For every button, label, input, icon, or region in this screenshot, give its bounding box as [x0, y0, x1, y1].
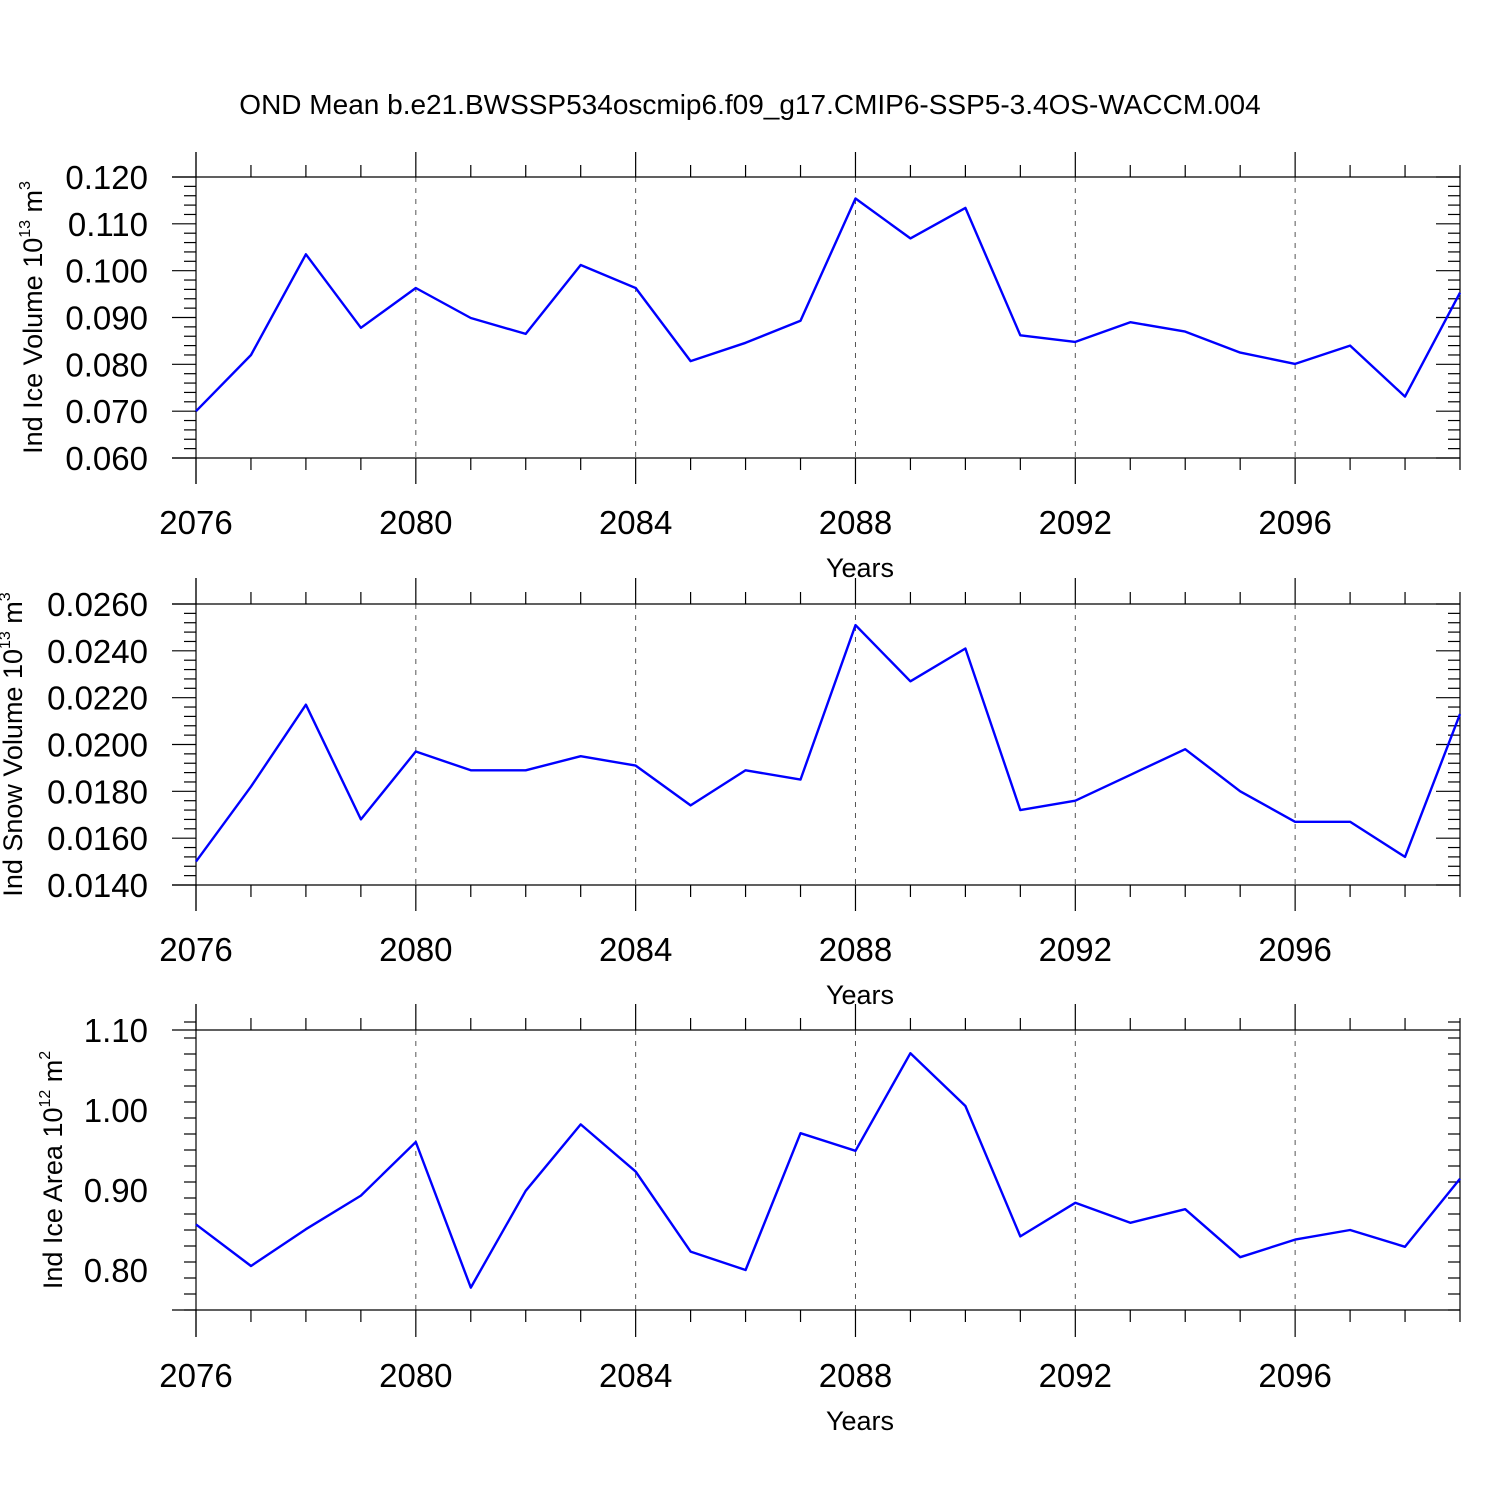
y-axis-label-exponent: 12: [37, 1090, 54, 1108]
x-tick-label: 2092: [1039, 1357, 1112, 1394]
figure-title: OND Mean b.e21.BWSSP534oscmip6.f09_g17.C…: [239, 89, 1260, 120]
y-axis-label-exponent: 13: [17, 220, 34, 238]
chart-panel-2: 2076 2080 2084 2088 2092 2096 0.0140 0.0160 0.01…: [0, 578, 1462, 1010]
x-tick-label: 2076: [159, 1357, 232, 1394]
x-tick-label: 2076: [159, 504, 232, 541]
x-tick-label: 2092: [1039, 931, 1112, 968]
x-tick-label: 2084: [599, 504, 672, 541]
y-tick-label: 0.0260: [47, 586, 148, 623]
x-tick-label: 2076: [159, 931, 232, 968]
series-line: [195, 197, 1462, 413]
y-axis-label-text: Ind Ice Volume 10: [18, 238, 48, 454]
y-tick-label: 0.110: [68, 206, 148, 243]
series-line: [195, 1051, 1461, 1289]
y-axis-label-unit: m: [18, 190, 48, 220]
y-tick-label: 0.0200: [47, 727, 148, 764]
y-tick-label: 0.0140: [47, 867, 148, 904]
y-tick-label: 0.070: [65, 393, 148, 430]
x-tick-label: 2092: [1039, 504, 1112, 541]
x-tick-label: 2084: [599, 1357, 672, 1394]
y-axis-label-unit-exponent: 3: [17, 181, 34, 190]
panels: 2076 2080 2084 2088 2092 2096 0.060 0.070 0.080 0…: [0, 152, 1462, 1436]
y-tick-label: 0.90: [84, 1172, 148, 1209]
y-tick-label: 0.100: [65, 253, 148, 290]
y-tick-label: 1.00: [84, 1092, 148, 1129]
y-axis-label-unit-exponent: 2: [37, 1051, 54, 1060]
x-axis-label: Years: [826, 553, 894, 583]
y-tick-label: 0.80: [84, 1252, 148, 1289]
y-axis-label-text: Ind Snow Volume 10: [0, 649, 28, 897]
x-tick-label: 2088: [819, 931, 892, 968]
x-tick-label: 2084: [599, 931, 672, 968]
y-tick-label: 1.10: [84, 1012, 148, 1049]
y-tick-label: 0.0240: [47, 633, 148, 670]
chart-panel-3: 2076 2080 2084 2088 2092 2096 0.80 0.90 1.00 1.10…: [37, 1004, 1461, 1436]
x-tick-label: 2080: [379, 931, 452, 968]
y-tick-label: 0.0180: [47, 773, 148, 810]
chart-panel-1: 2076 2080 2084 2088 2092 2096 0.060 0.070 0.080 0…: [17, 152, 1462, 583]
y-axis-label-unit: m: [0, 601, 28, 631]
y-axis-label: Ind Snow Volume 1013 m3: [0, 592, 28, 896]
x-tick-label: 2080: [379, 1357, 452, 1394]
x-tick-label: 2096: [1258, 931, 1331, 968]
y-axis-label: Ind Ice Volume 1013 m3: [17, 181, 48, 454]
x-tick-label: 2096: [1258, 504, 1331, 541]
y-tick-label: 0.0160: [47, 820, 148, 857]
x-tick-label: 2088: [819, 504, 892, 541]
series-line: [195, 623, 1462, 863]
y-axis-label-unit-exponent: 3: [0, 592, 14, 601]
y-tick-label: 0.120: [65, 159, 148, 196]
y-tick-label: 0.0220: [47, 680, 148, 717]
y-axis-label-unit: m: [38, 1060, 68, 1090]
y-axis-label-text: Ind Ice Area 10: [38, 1108, 68, 1290]
y-tick-label: 0.080: [65, 346, 148, 383]
x-tick-label: 2080: [379, 504, 452, 541]
y-tick-label: 0.090: [65, 300, 148, 337]
x-tick-label: 2096: [1258, 1357, 1331, 1394]
y-axis-label: Ind Ice Area 1012 m2: [37, 1051, 68, 1289]
y-axis-label-exponent: 13: [0, 631, 14, 649]
x-axis-label: Years: [826, 1406, 894, 1436]
y-tick-label: 0.060: [65, 440, 148, 477]
x-axis-label: Years: [826, 980, 894, 1010]
x-tick-label: 2088: [819, 1357, 892, 1394]
